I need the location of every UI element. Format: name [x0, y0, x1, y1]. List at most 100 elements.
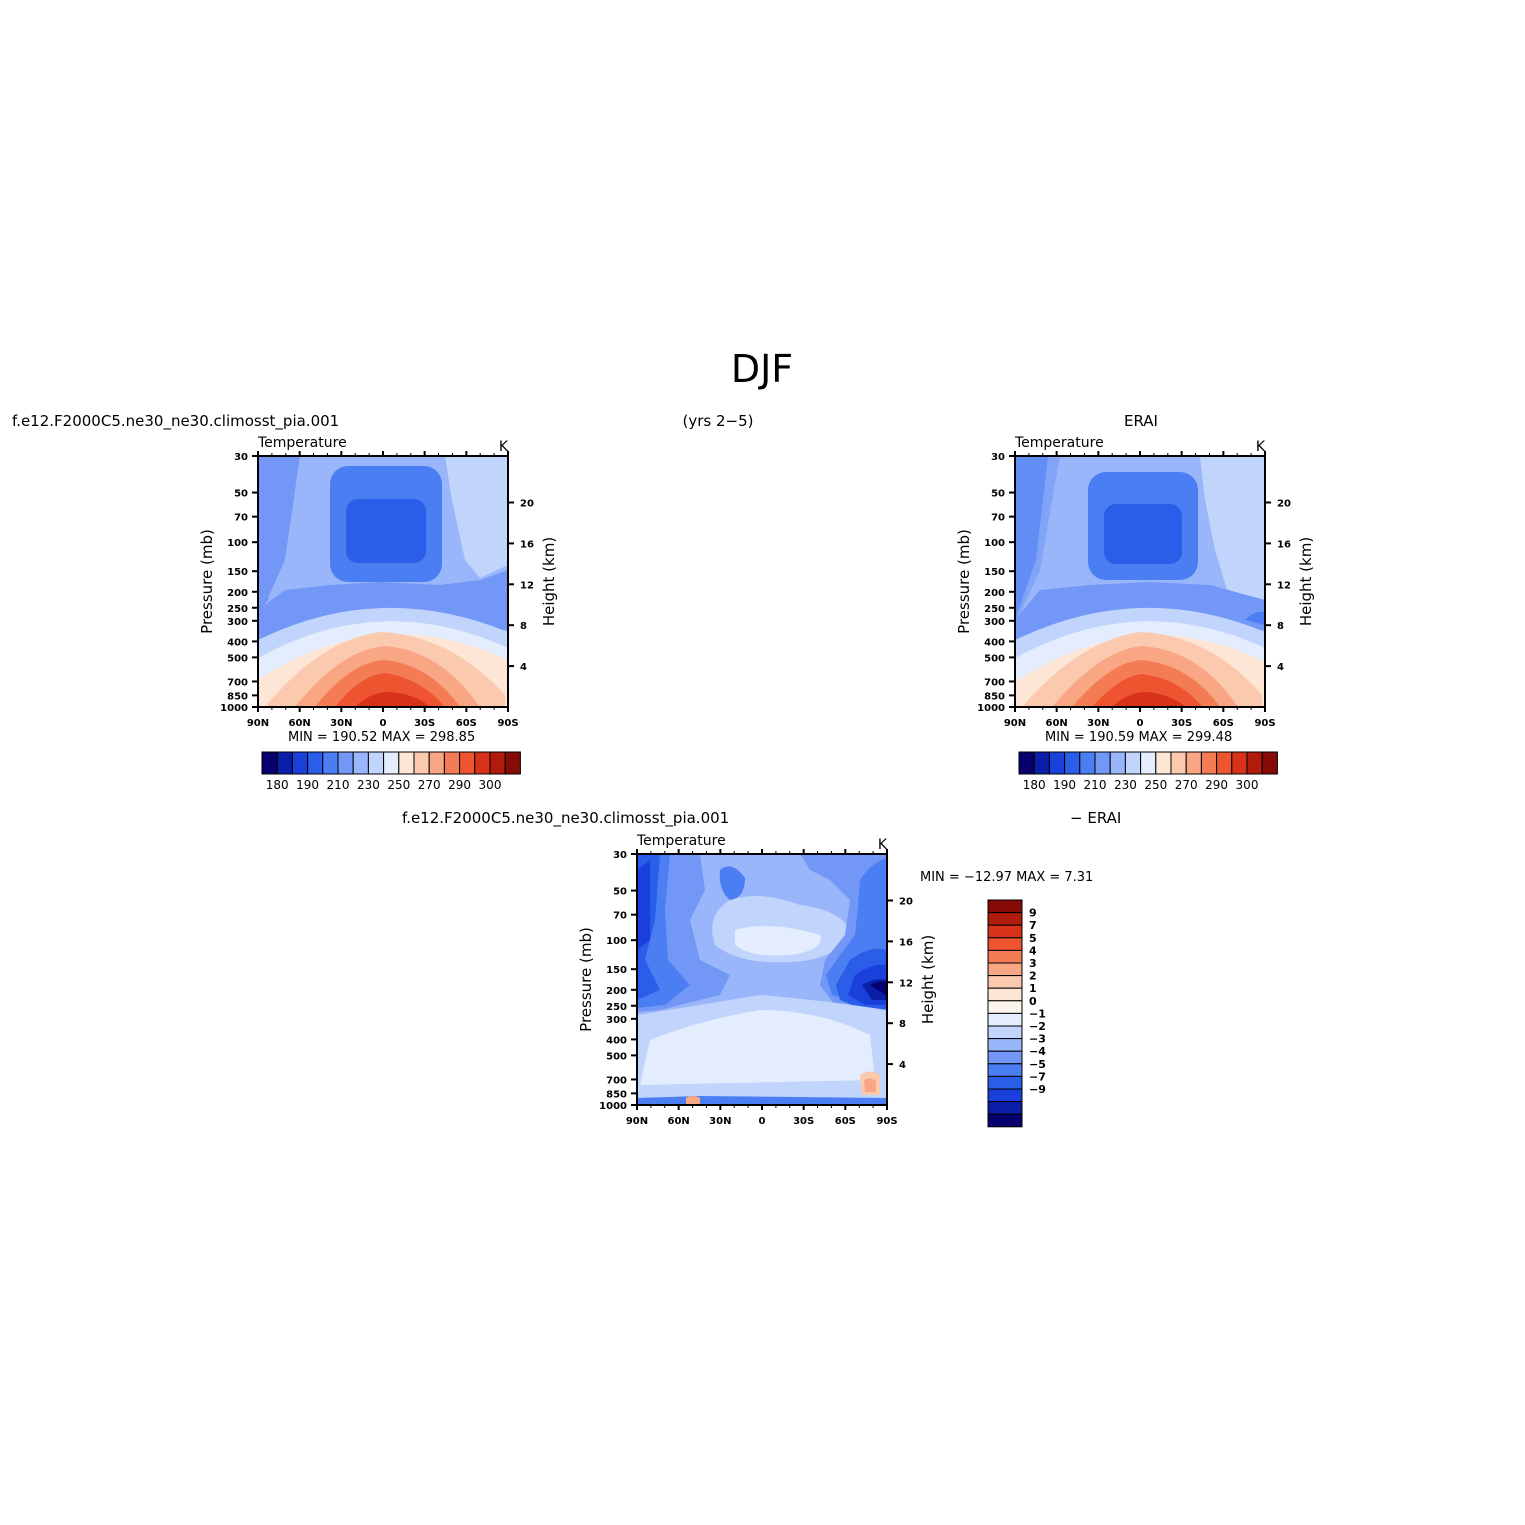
- difference-ytick-right-label: 4: [899, 1060, 906, 1071]
- obs-ytick-right-label: 12: [1277, 580, 1291, 591]
- obs-contour-field: [1015, 456, 1265, 707]
- diff-colorbar-label: 3: [1029, 957, 1037, 970]
- obs-colorbar-label: 230: [1114, 778, 1137, 792]
- obs-colorbar-box: [1109, 751, 1126, 775]
- obs-colorbar-box: [1094, 751, 1111, 775]
- obs-ytick-right-label: 16: [1277, 539, 1291, 550]
- diff-colorbar-label: −3: [1029, 1033, 1046, 1046]
- diff-model-caption: f.e12.F2000C5.ne30_ne30.climosst_pia.001: [402, 809, 729, 828]
- diff-colorbar-box: [987, 924, 1023, 939]
- diff-colorbar-box: [987, 912, 1023, 926]
- diff-colorbar-box: [987, 962, 1023, 977]
- model-xtick-label: 90S: [497, 718, 518, 729]
- model-xtick-label: 90N: [247, 718, 269, 729]
- obs-xtick-label: 60S: [1213, 718, 1234, 729]
- obs-colorbar-box: [1064, 751, 1081, 775]
- obs-ytick-label: 500: [984, 653, 1005, 664]
- diff-colorbar-box: [987, 949, 1023, 964]
- obs-colorbar-box: [1140, 751, 1157, 775]
- model-colorbar-box: [383, 751, 400, 775]
- obs-colorbar-box: [1216, 751, 1233, 775]
- obs-xtick-label: 90S: [1254, 718, 1275, 729]
- model-colorbar-box: [443, 751, 461, 775]
- difference-ytick-right-label: 8: [899, 1019, 906, 1030]
- difference-ytick-label: 30: [613, 850, 627, 861]
- model-colorbar-box: [489, 751, 506, 775]
- difference-xtick-label: 30N: [709, 1116, 731, 1127]
- obs-colorbar-box: [1048, 751, 1066, 775]
- model-contour-field: [258, 456, 508, 707]
- obs-colorbar-label: 180: [1023, 778, 1046, 792]
- difference-ytick-label: 700: [606, 1075, 627, 1086]
- obs-axes: Temperature K 90N 60N 30N 0 30S 60S 90S 30 50 70 100…: [955, 435, 1315, 792]
- model-colorbar-box: [504, 751, 521, 775]
- obs-colorbar-box: [1246, 751, 1263, 775]
- model-colorbar-box: [291, 751, 309, 775]
- model-xtick-label: 30N: [330, 718, 352, 729]
- obs-ytick-label: 70: [991, 513, 1005, 524]
- difference-xtick-label: 60S: [835, 1116, 856, 1127]
- diff-colorbar-label: −1: [1029, 1007, 1046, 1020]
- obs-ytick-right-label: 4: [1277, 662, 1284, 673]
- model-ytick-label: 50: [234, 489, 248, 500]
- model-xtick-label: 60S: [456, 718, 477, 729]
- model-colorbar-box: [352, 751, 369, 775]
- obs-colorbar-label: 300: [1236, 778, 1259, 792]
- model-colorbar-box: [459, 751, 476, 775]
- difference-units-label: K: [878, 837, 888, 853]
- model-colorbar-label: 270: [418, 778, 441, 792]
- diff-colorbar-label: −4: [1029, 1045, 1046, 1058]
- difference-ytick-right-label: 20: [899, 896, 913, 907]
- model-colorbar-label: 300: [479, 778, 502, 792]
- model-ytick-label: 1000: [220, 703, 248, 714]
- model-ytick-label: 400: [227, 637, 248, 648]
- obs-ytick-label: 200: [984, 588, 1005, 599]
- obs-stats-label: MIN = 190.59 MAX = 299.48: [1045, 730, 1232, 745]
- model-colorbar-box: [428, 751, 445, 775]
- obs-ytick-label: 150: [984, 567, 1005, 578]
- model-ytick-right-label: 12: [520, 580, 534, 591]
- figure-title: DJF: [731, 347, 793, 391]
- difference-xtick-label: 30S: [793, 1116, 814, 1127]
- obs-xtick-label: 90N: [1004, 718, 1026, 729]
- difference-ytick-right-label: 12: [899, 978, 913, 989]
- obs-xtick-label: 30S: [1171, 718, 1192, 729]
- model-colorbar-label: 210: [327, 778, 350, 792]
- diff-contour-field: [637, 854, 887, 1105]
- obs-ytick-label: 400: [984, 637, 1005, 648]
- obs-colorbar-label: 270: [1175, 778, 1198, 792]
- difference-ytick-label: 150: [606, 965, 627, 976]
- difference-ytick-right-label: 16: [899, 937, 913, 948]
- obs-ytick-label: 1000: [977, 703, 1005, 714]
- model-ytick-label: 300: [227, 617, 248, 628]
- obs-ytick-label: 100: [984, 538, 1005, 549]
- difference-ytick-label: 50: [613, 887, 627, 898]
- model-colorbar-box: [276, 751, 293, 775]
- diff-colorbar-box: [987, 987, 1023, 1002]
- diff-colorbar-box: [987, 1025, 1023, 1040]
- difference-ytick-label: 300: [606, 1015, 627, 1026]
- obs-colorbar-box: [1231, 751, 1248, 775]
- diff-colorbar-box: [987, 975, 1023, 989]
- obs-ylabel: Pressure (mb): [955, 529, 973, 634]
- model-colorbar-box: [337, 751, 354, 775]
- diff-obs-caption: − ERAI: [1070, 809, 1121, 827]
- obs-ytick-right-label: 8: [1277, 621, 1284, 632]
- model-colorbar-box: [322, 751, 339, 775]
- difference-ylabel: Pressure (mb): [577, 927, 595, 1032]
- model-panel: [258, 456, 508, 707]
- difference-xtick-label: 90S: [876, 1116, 897, 1127]
- model-ytick-label: 100: [227, 538, 248, 549]
- model-ytick-label: 200: [227, 588, 248, 599]
- diff-colorbar-box: [987, 1050, 1023, 1065]
- diff-colorbar-box: [987, 1088, 1023, 1103]
- difference-xtick-label: 90N: [626, 1116, 648, 1127]
- model-ytick-label: 30: [234, 452, 248, 463]
- model-colorbar-box: [307, 751, 324, 775]
- obs-colorbar-label: 190: [1053, 778, 1076, 792]
- difference-stats-label: MIN = −12.97 MAX = 7.31: [920, 870, 1093, 885]
- model-ytick-right-label: 20: [520, 498, 534, 509]
- difference-ytick-label: 100: [606, 936, 627, 947]
